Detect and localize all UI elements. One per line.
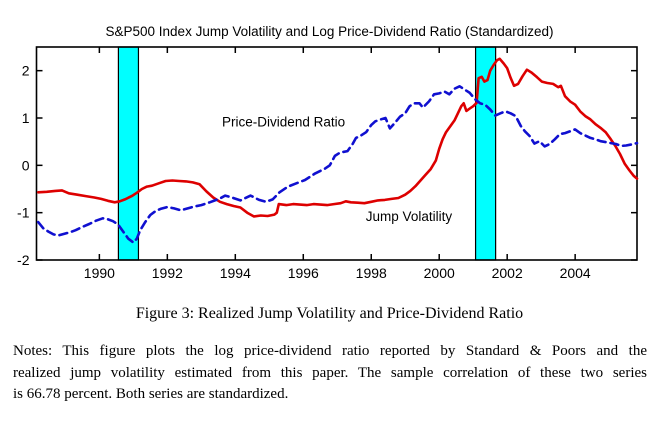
x-tick-label: 2002 xyxy=(492,265,523,281)
x-tick-label: 1998 xyxy=(356,265,387,281)
figure-notes: Notes: This figure plots the log price-d… xyxy=(13,341,647,406)
x-tick-label: 1996 xyxy=(288,265,319,281)
x-tick-label: 1994 xyxy=(220,265,251,281)
notes-line-2: realized jump volatility estimated from … xyxy=(13,364,647,381)
price-dividend-ratio-line xyxy=(36,85,639,244)
notes-line-1: Notes: This figure plots the log price-d… xyxy=(13,343,647,359)
jump-volatility-label: Jump Volatility xyxy=(366,209,453,224)
y-tick-label: 2 xyxy=(22,63,30,79)
x-tick-label: 1992 xyxy=(152,265,183,281)
axis-box xyxy=(35,46,638,261)
y-tick-label: 0 xyxy=(22,157,30,173)
figure-caption: Figure 3: Realized Jump Volatility and P… xyxy=(135,305,524,322)
y-tick-label: -2 xyxy=(17,252,30,268)
x-tick-label: 1990 xyxy=(84,265,115,281)
chart-title: S&P500 Index Jump Volatility and Log Pri… xyxy=(105,24,554,39)
notes-line-3: is 66.78 percent. Both series are standa… xyxy=(13,386,289,402)
chart-plot-area: 1990 1992 1994 1996 1998 2000 2002 2004 -2 -1 0 1 2 P… xyxy=(17,46,639,281)
x-tick-label: 2000 xyxy=(424,265,455,281)
y-tick-label: -1 xyxy=(17,205,30,221)
y-tick-label: 1 xyxy=(22,110,30,126)
price-dividend-ratio-label: Price-Dividend Ratio xyxy=(222,114,345,129)
x-tick-label: 2004 xyxy=(560,265,591,281)
jump-volatility-line xyxy=(36,57,639,218)
